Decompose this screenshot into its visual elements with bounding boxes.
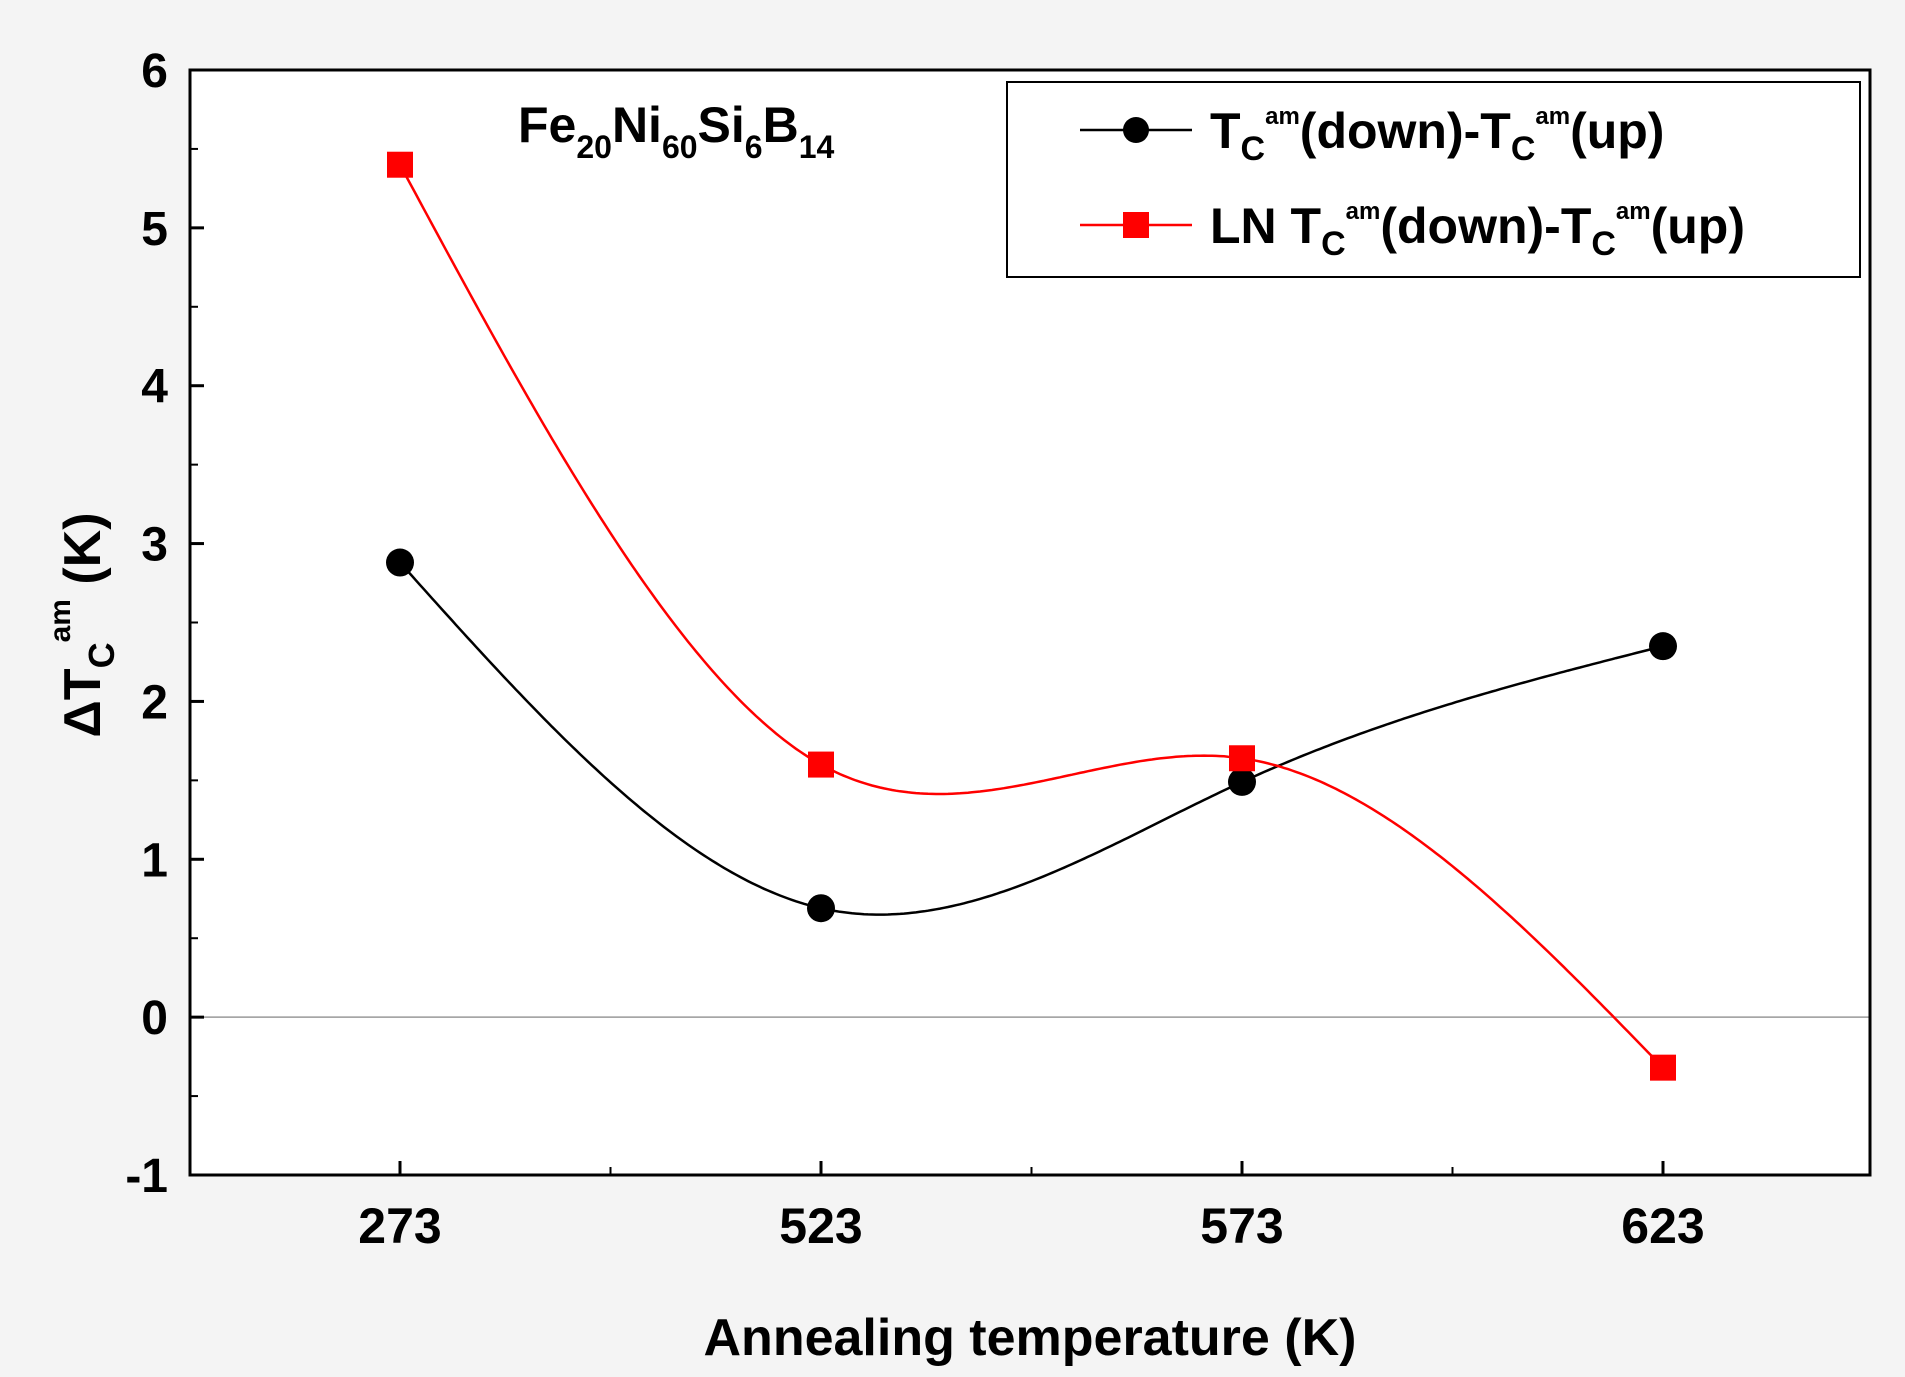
y-tick-label: 0 [141,992,168,1045]
series-2-point [1650,1054,1676,1081]
series-1-point [1649,632,1677,661]
y-axis-title: ΔTCam (K) [44,512,122,737]
legend: TCam(down)-TCam(up) LN TCam(down)-TCam(u… [1006,81,1861,278]
x-axis-title: Annealing temperature (K) [704,1309,1357,1367]
y-tick-label: -1 [125,1150,168,1203]
series-2-line [398,164,1664,1069]
y-tick-label: 1 [141,834,168,887]
x-tick-label: 573 [1200,1198,1283,1254]
series-1-line [399,561,1664,916]
series-2-point [1229,745,1255,772]
series-2-point [808,751,834,778]
x-tick-label: 523 [779,1198,862,1254]
y-tick-label: 4 [141,361,168,414]
series-1-point [386,548,414,577]
y-tick-label: 2 [141,676,168,729]
composition-annotation: Fe20Ni60Si6B14 [518,97,835,165]
legend-label-series-2: LN TCam(down)-TCam(up) [1210,198,1745,263]
y-tick-label: 6 [141,45,168,98]
legend-box [1006,81,1861,278]
legend-marker-series-2 [1123,212,1149,238]
legend-label-series-1: TCam(down)-TCam(up) [1210,103,1664,168]
series-1-point [807,894,835,923]
y-tick-label: 5 [141,203,168,256]
series-2-point [387,151,413,178]
x-tick-label: 623 [1621,1198,1704,1254]
legend-marker-series-1 [1123,117,1149,143]
series-1-point [1228,767,1256,796]
x-tick-label: 273 [358,1198,441,1254]
y-tick-label: 3 [141,519,168,572]
